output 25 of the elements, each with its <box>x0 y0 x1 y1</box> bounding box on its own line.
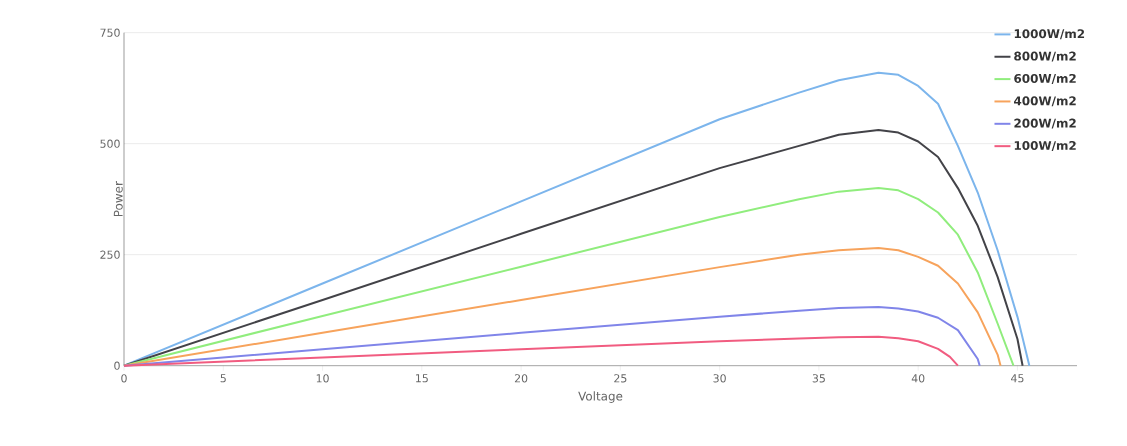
legend-label: 600W/m2 <box>1014 73 1076 84</box>
x-tick-label: 30 <box>713 374 726 383</box>
x-tick-label: 0 <box>121 374 127 383</box>
x-tick-label: 10 <box>316 374 329 383</box>
legend-label: 200W/m2 <box>1014 118 1076 129</box>
x-tick-label: 20 <box>514 374 528 383</box>
x-tick-label: 40 <box>911 374 925 383</box>
y-tick-label: 0 <box>114 361 120 370</box>
y-tick-label: 750 <box>100 28 120 37</box>
legend-label: 800W/m2 <box>1014 51 1076 62</box>
x-tick-label: 15 <box>416 374 428 383</box>
x-tick-label: 45 <box>1011 374 1024 383</box>
line-series <box>123 306 981 367</box>
y-tick-label: 500 <box>100 139 120 148</box>
legend-label: 400W/m2 <box>1014 96 1076 107</box>
x-tick-label: 35 <box>812 374 825 383</box>
legend-label: 1000W/m2 <box>1014 29 1085 40</box>
x-axis-title: Voltage <box>578 391 623 403</box>
line-series <box>123 247 1002 367</box>
y-tick-label: 250 <box>100 250 120 259</box>
y-axis-title: Power <box>113 181 123 217</box>
line-series <box>123 335 959 367</box>
x-tick-label: 5 <box>220 374 226 383</box>
legend-label: 100W/m2 <box>1014 140 1076 151</box>
x-tick-label: 25 <box>614 374 627 383</box>
